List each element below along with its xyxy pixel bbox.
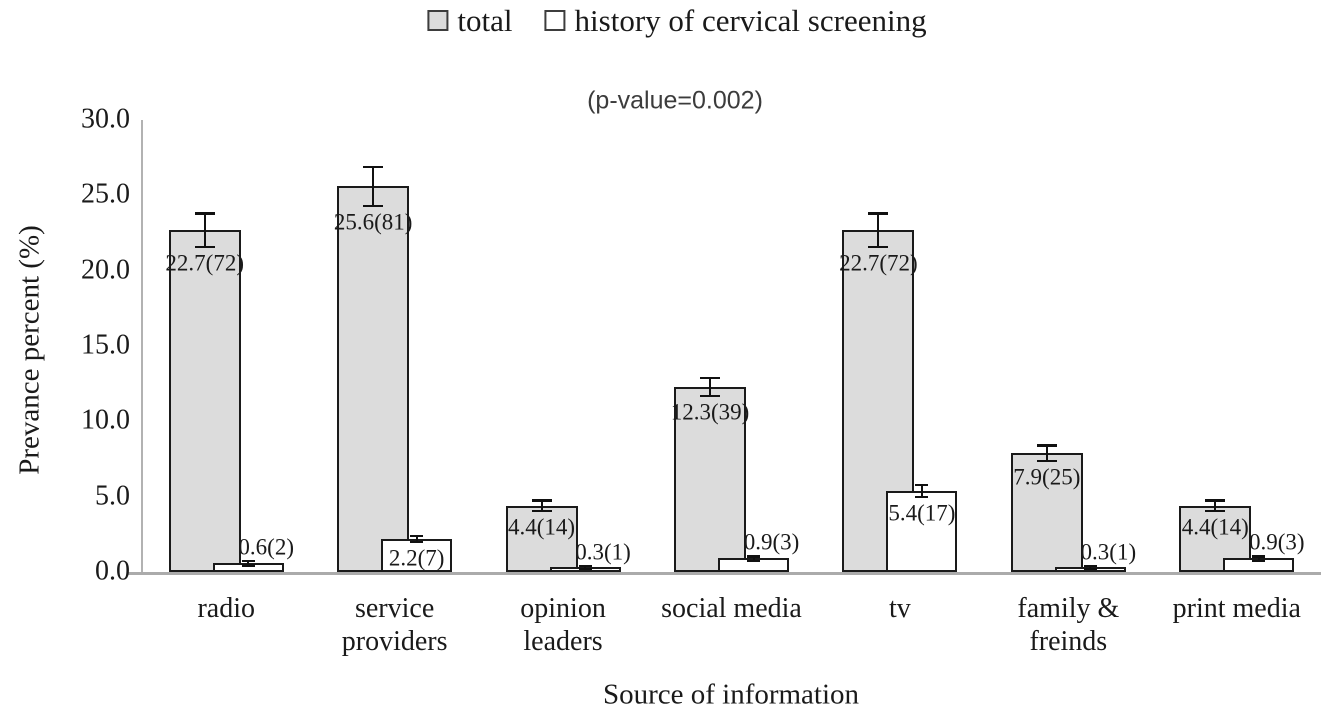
error-bar-cap-bottom-history-of-cervical-screening-family-freinds [1083,567,1097,571]
data-label-history-of-cervical-screening-radio: 0.6(2) [238,534,294,560]
legend-item-history: history of cervical screening [544,3,927,38]
y-tick-label-20.0: 20.0 [81,254,130,286]
p-value-annotation: (p-value=0.002) [587,86,763,115]
error-bar-line-total-service-providers [372,166,375,206]
error-bar-cap-bottom-total-opinion-leaders [531,509,552,513]
error-bar-line-history-of-cervical-screening-tv [920,484,923,497]
error-bar-cap-top-history-of-cervical-screening-radio [241,559,255,563]
error-bar-line-history-of-cervical-screening-opinion-leaders [584,565,587,569]
error-bar-line-history-of-cervical-screening-print-media [1257,556,1260,561]
y-tick-label-0.0: 0.0 [95,555,130,587]
error-bar-cap-bottom-history-of-cervical-screening-social-media [747,559,760,563]
error-bar-cap-top-total-opinion-leaders [531,499,552,502]
bar-total-social-media [674,386,746,572]
y-tick-label-5.0: 5.0 [95,480,130,512]
error-bar-cap-bottom-total-family-freinds [1036,459,1057,462]
data-label-total-family-freinds: 7.9(25) [1013,464,1081,489]
data-label-history-of-cervical-screening-tv: 5.4(17) [888,500,956,526]
data-label-history-of-cervical-screening-family-freinds: 0.3(1) [1080,539,1137,565]
error-bar-cap-top-total-social-media [700,376,720,380]
x-tick-label-print-media: print media [1172,593,1301,624]
error-bar-line-total-tv [877,213,880,247]
bar-total-family-freinds [1010,452,1083,572]
data-label-history-of-cervical-screening-social-media: 0.9(3) [743,529,800,555]
bar-total-radio [168,229,241,572]
data-label-total-print-media: 4.4(14) [1181,514,1249,540]
x-tick-label-social-media: social media [661,593,802,624]
error-bar-cap-bottom-total-radio [194,245,215,249]
error-bar-cap-top-total-radio [194,212,215,215]
legend-swatch-history [544,10,566,31]
y-tick-label-25.0: 25.0 [81,178,130,210]
error-bar-cap-bottom-history-of-cervical-screening-tv [915,495,929,499]
x-axis-line [128,572,1321,575]
x-tick-label-radio: radio [197,593,255,624]
data-label-history-of-cervical-screening-opinion-leaders: 0.3(1) [575,539,631,565]
bar-history-of-cervical-screening-tv [886,490,958,572]
error-bar-line-history-of-cervical-screening-service-providers [415,535,418,542]
error-bar-cap-top-history-of-cervical-screening-opinion-leaders [578,564,592,568]
error-bar-cap-top-total-tv [868,212,889,215]
error-bar-cap-top-total-service-providers [363,165,384,169]
error-bar-line-total-radio [203,213,206,247]
error-bar-cap-top-history-of-cervical-screening-social-media [747,555,760,558]
y-axis-line [141,120,143,572]
data-label-total-radio: 22.7(72) [165,250,244,276]
error-bar-cap-top-history-of-cervical-screening-print-media [1252,555,1266,558]
y-tick-label-10.0: 10.0 [81,404,130,436]
error-bar-cap-bottom-history-of-cervical-screening-service-providers [410,540,424,544]
legend-label-total: total [457,3,513,38]
data-label-total-tv: 22.7(72) [839,250,918,276]
data-label-total-social-media: 12.3(39) [670,399,750,425]
error-bar-cap-bottom-total-print-media [1205,509,1226,513]
legend-swatch-total [427,10,449,31]
error-bar-line-total-family-freinds [1045,445,1048,461]
error-bar-cap-bottom-total-service-providers [363,204,384,208]
error-bar-cap-top-total-print-media [1205,499,1226,502]
legend: total history of cervical screening [427,3,927,38]
data-label-total-opinion-leaders: 4.4(14) [508,514,576,540]
error-bar-cap-top-history-of-cervical-screening-service-providers [410,534,424,538]
legend-item-total: total [427,3,513,38]
data-label-history-of-cervical-screening-print-media: 0.9(3) [1248,529,1305,555]
x-tick-label-family-freinds: family & freinds [1017,593,1120,657]
error-bar-line-total-print-media [1214,500,1217,511]
error-bar-cap-top-total-family-freinds [1036,444,1057,447]
error-bar-cap-bottom-history-of-cervical-screening-radio [241,564,255,567]
error-bar-line-total-social-media [709,377,711,396]
x-axis-title: Source of information [602,678,860,711]
error-bar-cap-bottom-total-social-media [700,394,720,398]
error-bar-line-history-of-cervical-screening-family-freinds [1089,565,1092,569]
error-bar-cap-bottom-total-tv [868,245,889,249]
error-bar-cap-top-history-of-cervical-screening-tv [915,483,929,487]
bar-total-service-providers [337,186,410,572]
y-tick-label-30.0: 30.0 [81,103,130,135]
y-tick-label-15.0: 15.0 [81,329,130,361]
data-label-total-service-providers: 25.6(81) [333,209,413,235]
error-bar-line-total-opinion-leaders [540,500,543,511]
error-bar-line-history-of-cervical-screening-social-media [752,556,755,561]
error-bar-line-history-of-cervical-screening-radio [247,560,250,566]
data-label-history-of-cervical-screening-service-providers: 2.2(7) [388,545,445,571]
x-tick-label-tv: tv [889,593,911,624]
x-tick-label-service-providers: service providers [341,593,448,657]
error-bar-cap-bottom-history-of-cervical-screening-opinion-leaders [578,567,592,571]
error-bar-cap-bottom-history-of-cervical-screening-print-media [1252,559,1266,563]
x-tick-label-opinion-leaders: opinion leaders [520,593,606,657]
error-bar-cap-top-history-of-cervical-screening-family-freinds [1083,564,1097,568]
legend-label-history: history of cervical screening [574,3,927,38]
